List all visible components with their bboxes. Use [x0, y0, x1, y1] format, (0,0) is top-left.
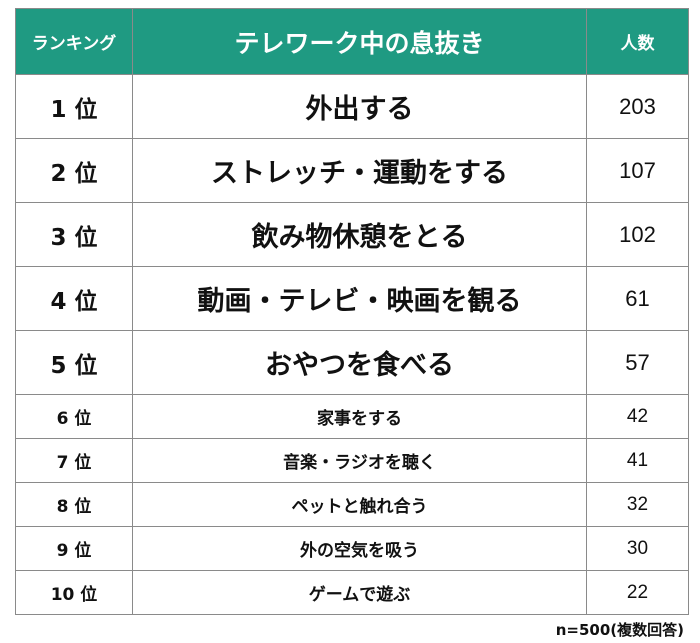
activity-cell: 外出する [132, 74, 587, 139]
rank-cell: 7 位 [15, 438, 133, 483]
count-cell: 30 [586, 526, 689, 571]
count-cell: 107 [586, 138, 689, 203]
table-row: 4 位 動画・テレビ・映画を観る 61 [15, 266, 689, 331]
activity-cell: ペットと触れ合う [132, 482, 587, 527]
table-row: 1 位 外出する 203 [15, 74, 689, 139]
activity-cell: 外の空気を吸う [132, 526, 587, 571]
header-rank: ランキング [15, 8, 133, 75]
rank-cell: 1 位 [15, 74, 133, 139]
activity-cell: 家事をする [132, 394, 587, 439]
table-row: 8 位 ペットと触れ合う 32 [15, 482, 689, 527]
count-cell: 32 [586, 482, 689, 527]
count-cell: 57 [586, 330, 689, 395]
rank-cell: 9 位 [15, 526, 133, 571]
count-cell: 203 [586, 74, 689, 139]
activity-cell: 動画・テレビ・映画を観る [132, 266, 587, 331]
rank-cell: 3 位 [15, 202, 133, 267]
rank-cell: 2 位 [15, 138, 133, 203]
header-row: ランキング テレワーク中の息抜き 人数 [15, 8, 689, 75]
table-row: 7 位 音楽・ラジオを聴く 41 [15, 438, 689, 483]
sample-size-note: n=500(複数回答) [555, 621, 684, 639]
count-cell: 61 [586, 266, 689, 331]
header-count: 人数 [586, 8, 689, 75]
table-row: 9 位 外の空気を吸う 30 [15, 526, 689, 571]
rank-cell: 10 位 [15, 570, 133, 615]
ranking-table: ランキング テレワーク中の息抜き 人数 1 位 外出する 203 2 位 ストレ… [15, 8, 689, 615]
table-row: 6 位 家事をする 42 [15, 394, 689, 439]
table-row: 10 位 ゲームで遊ぶ 22 [15, 570, 689, 615]
rank-cell: 6 位 [15, 394, 133, 439]
activity-cell: 飲み物休憩をとる [132, 202, 587, 267]
rank-cell: 5 位 [15, 330, 133, 395]
header-title: テレワーク中の息抜き [132, 8, 587, 75]
activity-cell: おやつを食べる [132, 330, 587, 395]
table-row: 3 位 飲み物休憩をとる 102 [15, 202, 689, 267]
table-row: 5 位 おやつを食べる 57 [15, 330, 689, 395]
count-cell: 41 [586, 438, 689, 483]
count-cell: 102 [586, 202, 689, 267]
count-cell: 22 [586, 570, 689, 615]
count-cell: 42 [586, 394, 689, 439]
table-row: 2 位 ストレッチ・運動をする 107 [15, 138, 689, 203]
rank-cell: 8 位 [15, 482, 133, 527]
activity-cell: ゲームで遊ぶ [132, 570, 587, 615]
rank-cell: 4 位 [15, 266, 133, 331]
activity-cell: 音楽・ラジオを聴く [132, 438, 587, 483]
activity-cell: ストレッチ・運動をする [132, 138, 587, 203]
